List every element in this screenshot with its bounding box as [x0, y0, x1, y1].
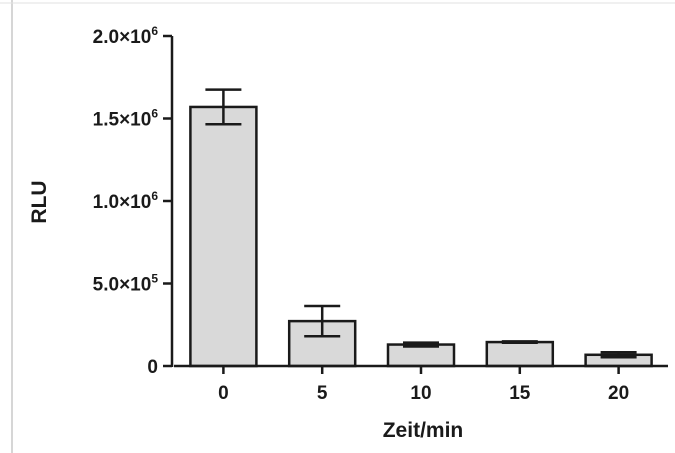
- y-tick-label-3: 1.5×106: [93, 107, 159, 131]
- x-tick-label-0: 0: [218, 383, 229, 404]
- y-tick-label-1: 5.0×105: [93, 272, 159, 296]
- y-tick-label-2: 1.0×106: [93, 189, 159, 213]
- y-tick-label-0: 0: [147, 357, 158, 378]
- error-bar-10: [403, 341, 439, 348]
- x-tick-label-15: 15: [509, 383, 531, 404]
- x-tick-label-5: 5: [317, 383, 328, 404]
- axes: [163, 34, 668, 374]
- x-axis-label: Zeit/min: [383, 419, 464, 442]
- error-bar-15: [501, 340, 538, 344]
- y-tick-labels: 0 5.0×105 1.0×106 1.5×106 2.0×106: [93, 24, 159, 378]
- y-axis-label: RLU: [28, 180, 51, 223]
- error-bar-5: [304, 304, 341, 338]
- bar-15: [485, 340, 555, 368]
- error-bar-20: [600, 351, 637, 359]
- x-tick-labels: 0 5 10 15 20: [218, 383, 629, 404]
- error-bar-0: [205, 88, 242, 126]
- y-tick-label-4: 2.0×106: [93, 24, 159, 48]
- x-tick-label-20: 20: [608, 383, 629, 404]
- x-tick-label-10: 10: [410, 383, 431, 404]
- error-bars: [205, 88, 637, 359]
- bar-0: [189, 105, 258, 368]
- bars: [189, 105, 653, 368]
